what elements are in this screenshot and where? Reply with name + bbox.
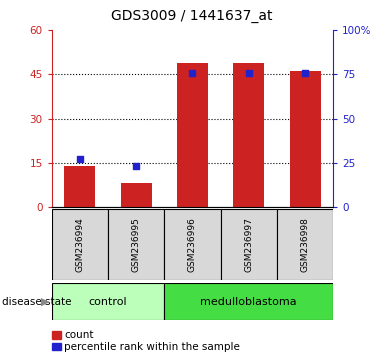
Bar bbox=[164, 283, 333, 320]
Bar bbox=[233, 63, 264, 207]
Bar bbox=[290, 72, 321, 207]
Bar bbox=[221, 209, 277, 280]
Bar bbox=[177, 63, 208, 207]
Bar bbox=[277, 209, 333, 280]
Text: percentile rank within the sample: percentile rank within the sample bbox=[64, 342, 240, 352]
Bar bbox=[108, 209, 164, 280]
Text: medulloblastoma: medulloblastoma bbox=[200, 297, 297, 307]
Bar bbox=[52, 283, 164, 320]
Text: GSM236996: GSM236996 bbox=[188, 217, 197, 272]
Text: GSM236997: GSM236997 bbox=[244, 217, 253, 272]
Text: count: count bbox=[64, 330, 93, 340]
Text: GSM236998: GSM236998 bbox=[301, 217, 309, 272]
Text: disease state: disease state bbox=[2, 297, 71, 307]
Point bbox=[246, 70, 252, 75]
Point bbox=[190, 70, 196, 75]
Text: GSM236994: GSM236994 bbox=[75, 217, 84, 272]
Bar bbox=[164, 209, 221, 280]
Bar bbox=[64, 166, 95, 207]
Point bbox=[77, 156, 83, 162]
Text: control: control bbox=[89, 297, 127, 307]
Bar bbox=[52, 209, 108, 280]
Point bbox=[133, 164, 139, 169]
Text: GSM236995: GSM236995 bbox=[132, 217, 141, 272]
Text: ▶: ▶ bbox=[41, 297, 49, 307]
Bar bbox=[121, 183, 152, 207]
Point bbox=[302, 70, 308, 75]
Text: GDS3009 / 1441637_at: GDS3009 / 1441637_at bbox=[111, 9, 272, 23]
